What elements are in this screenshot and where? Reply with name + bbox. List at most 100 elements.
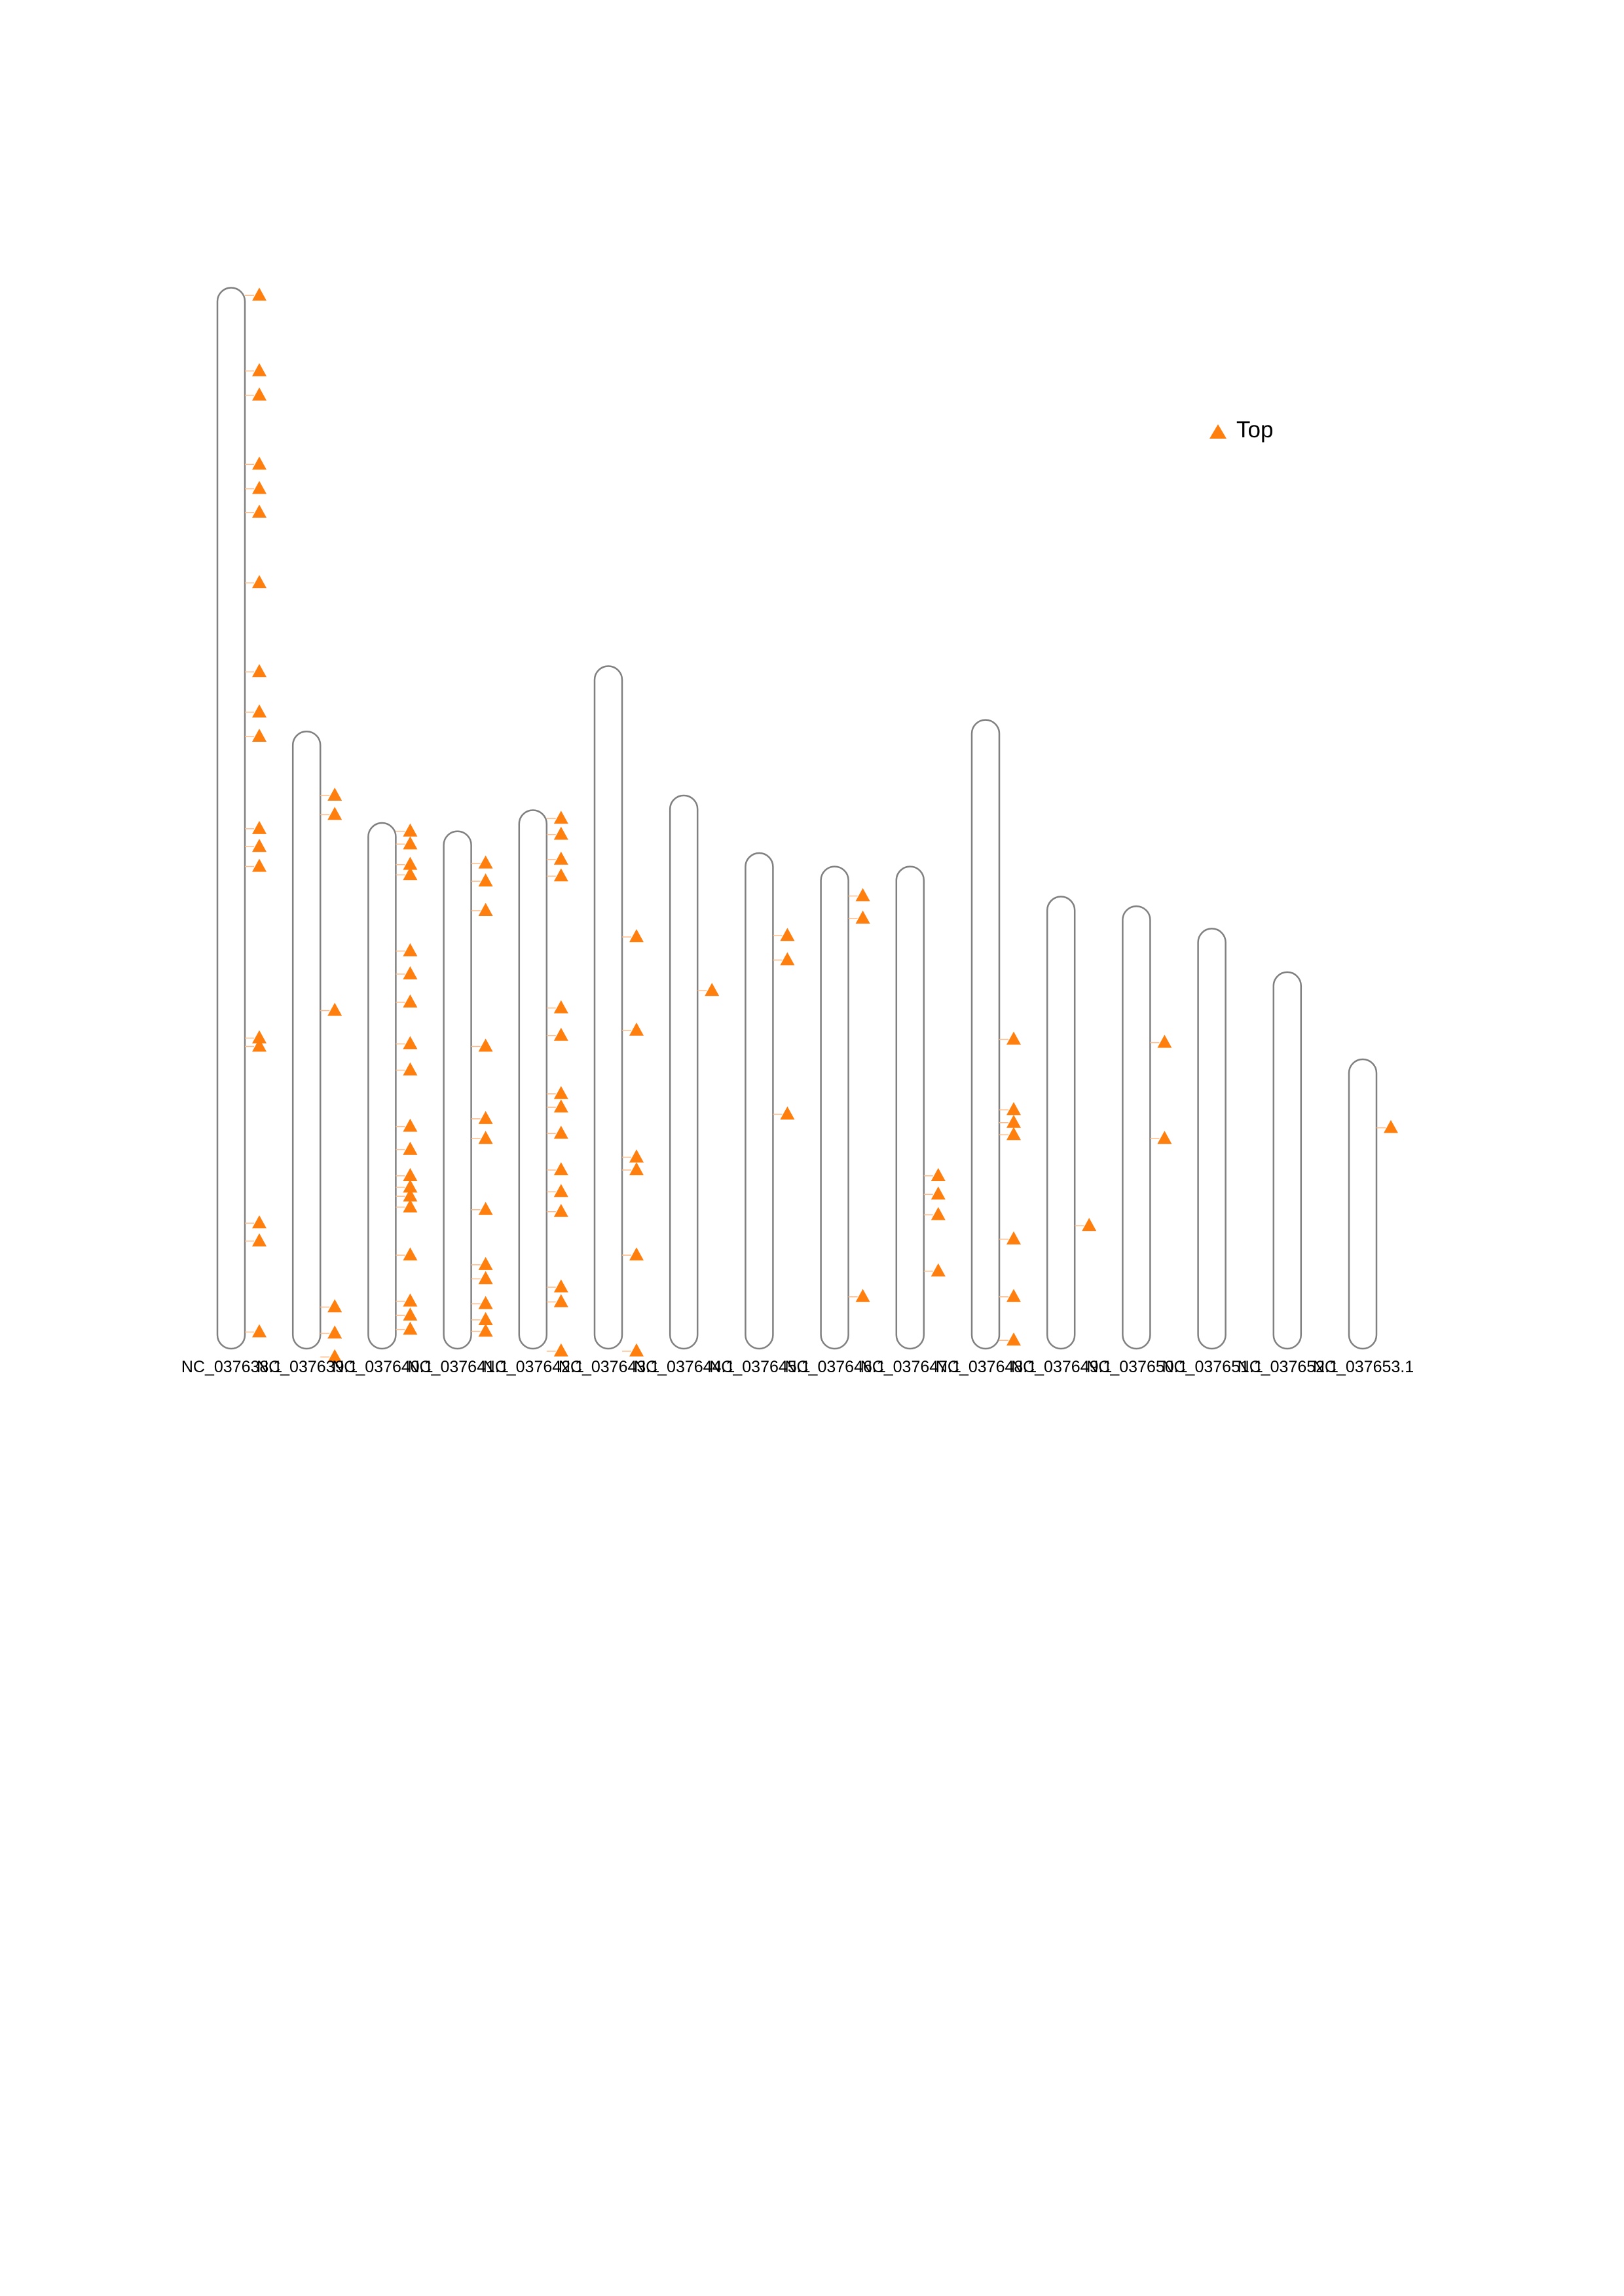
marker-top-1-3 [252, 387, 267, 401]
marker-top-4-1 [478, 855, 493, 869]
marker-top-10-1 [931, 1167, 946, 1181]
legend-label: Top [1236, 417, 1273, 443]
marker-top-6-4 [629, 1162, 644, 1176]
chromosome-label: NC_037653.1 [1313, 1358, 1414, 1376]
marker-top-6-2 [629, 1022, 644, 1036]
marker-top-1-8 [252, 664, 267, 678]
chromosome-label: NC_037642.1 [483, 1358, 584, 1376]
marker-top-3-11 [403, 1141, 418, 1155]
chromosome-label: NC_037646.1 [784, 1358, 885, 1376]
marker-top-5-6 [553, 1027, 568, 1041]
marker-top-1-6 [252, 504, 267, 518]
chromosome-body [1122, 905, 1151, 1350]
marker-top-4-2 [478, 873, 493, 887]
marker-top-13-2 [1157, 1131, 1172, 1144]
marker-top-16-1 [1384, 1120, 1398, 1133]
marker-top-3-2 [403, 836, 418, 850]
marker-top-3-18 [403, 1307, 418, 1321]
chromosome-label: NC_037639.1 [257, 1358, 358, 1376]
marker-top-4-4 [478, 1038, 493, 1052]
marker-top-2-6 [327, 1349, 342, 1362]
marker-top-1-4 [252, 456, 267, 470]
marker-top-5-2 [553, 826, 568, 840]
chromosome-label: NC_037647.1 [860, 1358, 961, 1376]
chromosome-label: NC_037649.1 [1011, 1358, 1112, 1376]
marker-top-2-1 [327, 788, 342, 801]
marker-top-8-2 [780, 952, 795, 966]
chromosome-7: NC_037644.1 [634, 794, 735, 1376]
chromosome-label: NC_037652.1 [1238, 1358, 1338, 1376]
chromosome-10: NC_037647.1 [860, 866, 961, 1376]
chromosome-body [1348, 1058, 1378, 1350]
chromosome-15: NC_037652.1 [1238, 971, 1338, 1376]
marker-top-1-7 [252, 575, 267, 589]
marker-top-2-4 [327, 1299, 342, 1313]
marker-top-2-2 [327, 807, 342, 820]
marker-top-3-9 [403, 1062, 418, 1076]
marker-top-11-5 [1006, 1231, 1021, 1245]
marker-top-5-4 [553, 868, 568, 882]
chromosome-label: NC_037651.1 [1162, 1358, 1263, 1376]
legend: Top [1209, 417, 1273, 443]
marker-top-3-6 [403, 966, 418, 979]
marker-top-8-3 [780, 1106, 795, 1120]
chromosome-label: NC_037640.1 [332, 1358, 433, 1376]
marker-top-1-15 [252, 1038, 267, 1052]
marker-top-1-5 [252, 481, 267, 494]
marker-top-3-16 [403, 1247, 418, 1261]
marker-top-3-15 [403, 1199, 418, 1212]
marker-top-5-15 [553, 1343, 568, 1357]
marker-top-5-1 [553, 811, 568, 824]
marker-top-11-7 [1006, 1332, 1021, 1346]
chromosome-body [443, 830, 472, 1350]
marker-top-6-6 [629, 1343, 644, 1357]
marker-top-2-5 [327, 1325, 342, 1339]
marker-top-1-12 [252, 839, 267, 852]
chromosome-6: NC_037643.1 [559, 665, 659, 1376]
marker-top-4-11 [478, 1311, 493, 1325]
chromosome-14: NC_037651.1 [1162, 928, 1263, 1376]
marker-top-4-10 [478, 1296, 493, 1309]
chromosome-body [1272, 971, 1302, 1350]
marker-top-10-4 [931, 1263, 946, 1277]
marker-top-4-6 [478, 1131, 493, 1144]
chromosome-9: NC_037646.1 [784, 866, 886, 1376]
marker-top-3-7 [403, 994, 418, 1008]
chromosome-12: NC_037649.1 [1011, 896, 1112, 1376]
marker-top-6-1 [629, 929, 644, 943]
marker-top-11-4 [1006, 1127, 1021, 1140]
marker-top-4-7 [478, 1201, 493, 1215]
chromosome-label: NC_037638.1 [181, 1358, 282, 1376]
marker-top-3-12 [403, 1167, 418, 1181]
marker-top-5-5 [553, 1000, 568, 1013]
marker-top-5-11 [553, 1184, 568, 1197]
marker-top-13-1 [1157, 1034, 1172, 1048]
marker-top-3-5 [403, 943, 418, 957]
chromosome-body [970, 719, 1001, 1350]
marker-top-1-1 [252, 287, 267, 301]
marker-top-11-2 [1006, 1102, 1021, 1116]
marker-top-10-2 [931, 1186, 946, 1200]
marker-top-5-3 [553, 851, 568, 865]
marker-top-10-3 [931, 1207, 946, 1220]
marker-top-1-18 [252, 1324, 267, 1338]
marker-top-5-12 [553, 1203, 568, 1217]
marker-top-12-1 [1082, 1218, 1097, 1231]
marker-top-1-2 [252, 363, 267, 376]
marker-top-9-3 [855, 1288, 870, 1302]
marker-top-6-5 [629, 1247, 644, 1261]
chromosome-body [1046, 896, 1076, 1350]
chromosome-label: NC_037648.1 [936, 1358, 1037, 1376]
marker-top-1-14 [252, 1030, 267, 1044]
marker-top-6-3 [629, 1149, 644, 1163]
marker-top-1-13 [252, 858, 267, 872]
chromosome-label: NC_037641.1 [407, 1358, 508, 1376]
legend-marker-icon [1209, 424, 1227, 439]
chromosome-body [593, 665, 623, 1350]
chromosome-3: NC_037640.1 [332, 822, 434, 1376]
marker-top-2-3 [327, 1002, 342, 1016]
chromosome-body [669, 794, 699, 1350]
marker-top-1-9 [252, 704, 267, 718]
marker-top-1-11 [252, 820, 267, 834]
